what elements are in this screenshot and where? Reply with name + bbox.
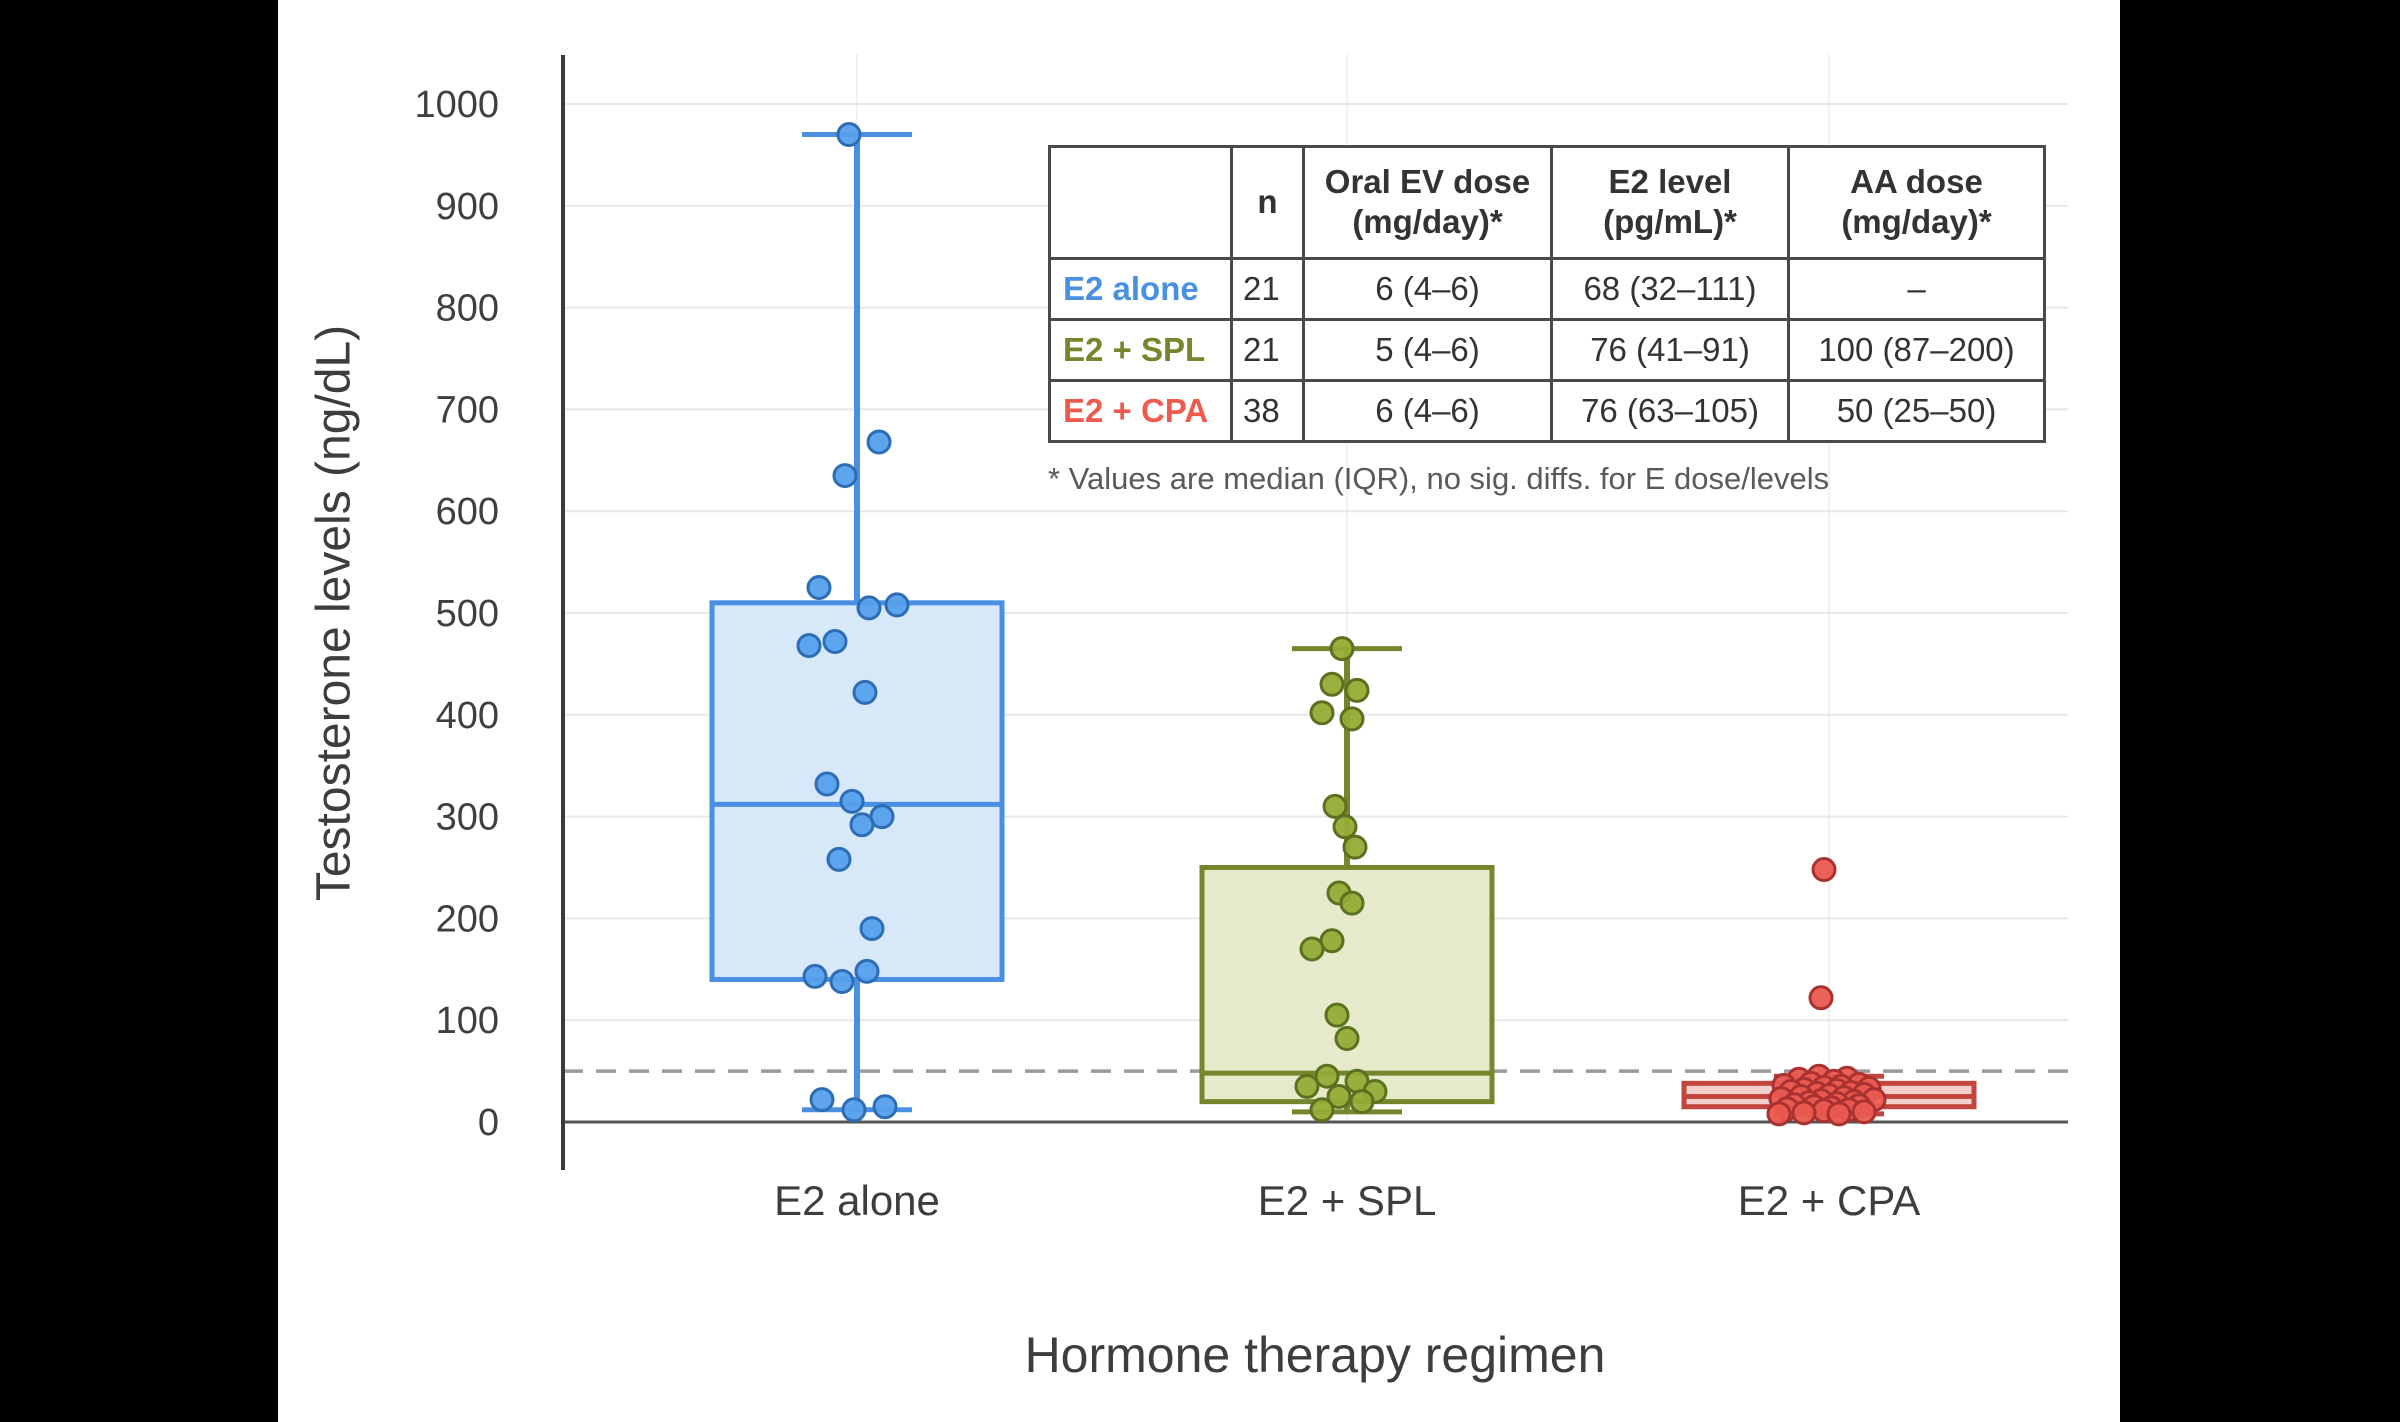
table-footnote: * Values are median (IQR), no sig. diffs… <box>1048 460 1830 496</box>
table-row-e2-alone: E2 alone 21 6 (4–6) 68 (32–111) – <box>1048 256 2046 321</box>
points-group-2 <box>1294 636 1388 1123</box>
cell-aa-dose: – <box>1787 256 2046 321</box>
x-axis-title: Hormone therapy regimen <box>1024 1327 1606 1383</box>
svg-text:200: 200 <box>436 898 499 940</box>
y-tick-labels: 0 100 200 300 400 500 600 700 800 900 1000 <box>414 84 499 1144</box>
svg-text:E2 + SPL: E2 + SPL <box>1258 1177 1437 1224</box>
x-tick-labels: E2 alone E2 + SPL E2 + CPA <box>774 1177 1920 1224</box>
table-header-empty <box>1048 145 1233 260</box>
row-label-e2-cpa: E2 + CPA <box>1048 378 1233 443</box>
table-header-e2-level: E2 level (pg/mL)* <box>1550 145 1790 260</box>
svg-text:300: 300 <box>436 797 499 839</box>
points-group-1 <box>796 122 910 1123</box>
svg-text:1000: 1000 <box>414 84 499 126</box>
svg-text:0: 0 <box>478 1102 499 1144</box>
table-row-e2-cpa: E2 + CPA 38 6 (4–6) 76 (63–105) 50 (25–5… <box>1048 378 2046 443</box>
figure-canvas: 0 100 200 300 400 500 600 700 800 900 1000 E2 alone… <box>278 0 2120 1422</box>
table-header-aa-dose: AA dose (mg/day)* <box>1787 145 2046 260</box>
points-group-3 <box>1766 857 1887 1127</box>
svg-text:E2 alone: E2 alone <box>774 1177 940 1224</box>
cell-e2-level: 68 (32–111) <box>1550 256 1790 321</box>
svg-text:700: 700 <box>436 389 499 431</box>
cell-e2-level: 76 (41–91) <box>1550 317 1790 382</box>
svg-text:E2 + CPA: E2 + CPA <box>1738 1177 1920 1224</box>
svg-text:900: 900 <box>436 186 499 228</box>
row-label-e2-alone: E2 alone <box>1048 256 1233 321</box>
cell-ev-dose: 5 (4–6) <box>1302 317 1553 382</box>
table-header-n: n <box>1230 145 1305 260</box>
summary-table: n Oral EV dose (mg/day)* E2 level (pg/mL… <box>1048 145 2046 443</box>
cell-aa-dose: 50 (25–50) <box>1787 378 2046 443</box>
cell-ev-dose: 6 (4–6) <box>1302 378 1553 443</box>
table-header-row: n Oral EV dose (mg/day)* E2 level (pg/mL… <box>1048 145 2046 260</box>
svg-text:500: 500 <box>436 593 499 635</box>
cell-aa-dose: 100 (87–200) <box>1787 317 2046 382</box>
svg-text:600: 600 <box>436 491 499 533</box>
cell-n: 21 <box>1230 256 1305 321</box>
svg-text:100: 100 <box>436 1000 499 1042</box>
row-label-e2-spl: E2 + SPL <box>1048 317 1233 382</box>
y-axis-title: Testosterone levels (ng/dL) <box>307 324 361 902</box>
svg-text:400: 400 <box>436 695 499 737</box>
cell-n: 21 <box>1230 317 1305 382</box>
summary-table-panel: n Oral EV dose (mg/day)* E2 level (pg/mL… <box>1048 145 2058 497</box>
svg-text:800: 800 <box>436 288 499 330</box>
cell-n: 38 <box>1230 378 1305 443</box>
table-row-e2-spl: E2 + SPL 21 5 (4–6) 76 (41–91) 100 (87–2… <box>1048 317 2046 382</box>
cell-e2-level: 76 (63–105) <box>1550 378 1790 443</box>
box-group-1 <box>709 132 1005 1113</box>
cell-ev-dose: 6 (4–6) <box>1302 256 1553 321</box>
table-header-ev-dose: Oral EV dose (mg/day)* <box>1302 145 1553 260</box>
